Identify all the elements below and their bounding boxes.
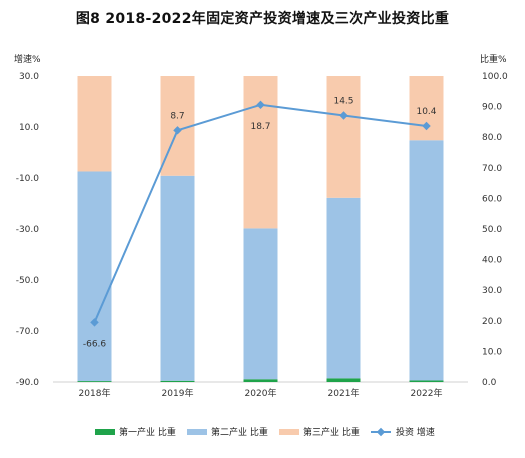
legend-label: 第三产业 比重 (303, 426, 360, 438)
data-label: 8.7 (170, 111, 184, 121)
bar-segment (326, 197, 361, 379)
y-right-tick-label: 100.0 (482, 72, 508, 82)
bar-segment (160, 175, 195, 381)
line-point (90, 318, 99, 327)
y-right-tick-label: 30.0 (482, 286, 502, 296)
y-left-tick-label: 10.0 (19, 123, 39, 133)
bar-segment (409, 140, 444, 381)
y-right-axis-title: 比重% (480, 53, 507, 65)
data-label: -66.6 (83, 339, 107, 349)
bar-segment (243, 379, 278, 382)
y-left-axis-title: 增速% (14, 53, 41, 65)
y-left-tick-label: -10.0 (16, 174, 40, 184)
x-tick-label: 2022年 (411, 387, 443, 399)
x-tick-label: 2018年 (79, 387, 111, 399)
y-left-tick-label: -50.0 (16, 276, 40, 286)
y-right-tick-label: 50.0 (482, 225, 502, 235)
y-left-tick-label: -70.0 (16, 327, 40, 337)
bar-segment (243, 228, 278, 380)
bar-segment (243, 76, 278, 229)
bar-segment (77, 381, 112, 382)
legend-swatch (187, 429, 207, 435)
line-point (173, 126, 182, 135)
y-right-tick-label: 80.0 (482, 133, 502, 143)
bar-segment (409, 380, 444, 382)
x-tick-label: 2019年 (162, 387, 194, 399)
y-right-tick-label: 60.0 (482, 194, 502, 204)
y-left-tick-label: -30.0 (16, 225, 40, 235)
y-left-tick-label: -90.0 (16, 378, 40, 388)
legend-line-marker (376, 427, 386, 437)
bar-segment (326, 378, 361, 382)
bar-segment (77, 171, 112, 382)
y-left-tick-label: 30.0 (19, 72, 39, 82)
data-label: 10.4 (416, 107, 436, 117)
data-label: 18.7 (250, 122, 270, 132)
y-right-tick-label: 40.0 (482, 256, 502, 266)
y-right-tick-label: 90.0 (482, 103, 502, 113)
legend-label: 第一产业 比重 (119, 426, 176, 438)
legend-label: 第二产业 比重 (211, 426, 268, 438)
legend-swatch (279, 429, 299, 435)
bar-segment (160, 380, 195, 382)
y-right-tick-label: 0.0 (482, 378, 497, 388)
x-tick-label: 2021年 (328, 387, 360, 399)
chart-title: 图8 2018-2022年固定资产投资增速及三次产业投资比重 (75, 11, 450, 27)
line-point (339, 111, 348, 120)
legend-label: 投资 增速 (396, 426, 435, 438)
line-point (422, 121, 431, 131)
bar-segment (326, 76, 361, 198)
line-point (256, 100, 265, 110)
y-right-tick-label: 70.0 (482, 164, 502, 174)
y-right-tick-label: 10.0 (482, 347, 502, 357)
bar-segment (77, 76, 112, 172)
x-tick-label: 2020年 (245, 387, 277, 399)
legend-swatch (95, 429, 115, 435)
data-label: 14.5 (333, 97, 353, 107)
y-right-tick-label: 20.0 (482, 317, 502, 327)
